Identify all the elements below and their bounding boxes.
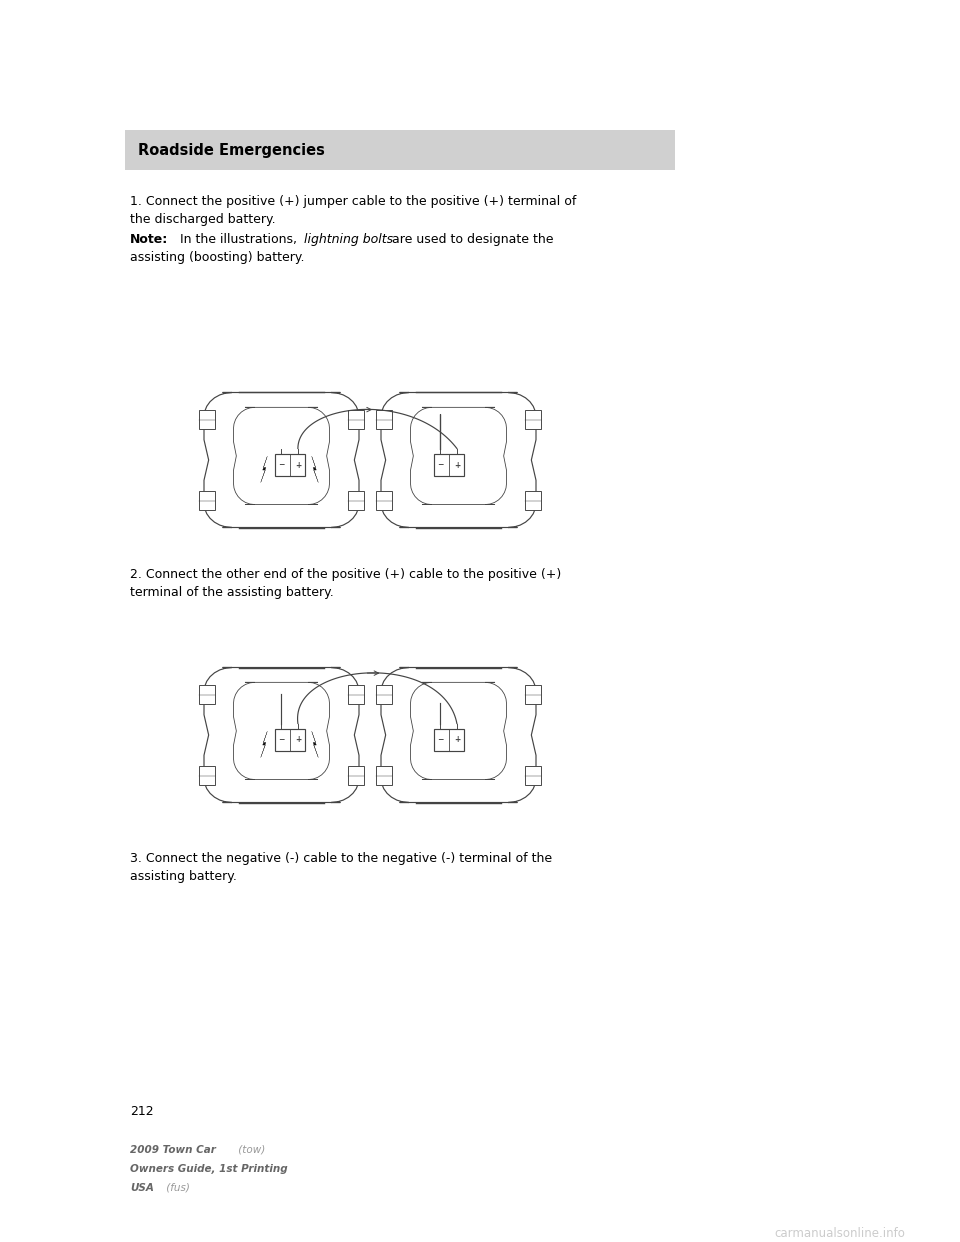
Polygon shape xyxy=(312,456,319,482)
Text: Owners Guide, 1st Printing: Owners Guide, 1st Printing xyxy=(130,1164,288,1174)
Text: +: + xyxy=(454,735,460,744)
Text: terminal of the assisting battery.: terminal of the assisting battery. xyxy=(130,586,334,599)
Text: In the illustrations,: In the illustrations, xyxy=(176,233,301,246)
Bar xyxy=(348,766,364,785)
Bar xyxy=(376,491,392,510)
Bar xyxy=(376,410,392,428)
Text: −: − xyxy=(277,461,284,469)
Text: (tow): (tow) xyxy=(235,1145,265,1155)
Text: 212: 212 xyxy=(130,1105,154,1118)
Text: −: − xyxy=(437,461,444,469)
Bar xyxy=(200,410,215,428)
Text: carmanualsonline.info: carmanualsonline.info xyxy=(774,1227,905,1240)
Bar xyxy=(434,729,464,751)
Text: USA: USA xyxy=(130,1182,154,1194)
Bar xyxy=(348,686,364,704)
Text: are used to designate the: are used to designate the xyxy=(388,233,554,246)
Polygon shape xyxy=(261,732,267,758)
Bar xyxy=(376,686,392,704)
Bar xyxy=(348,491,364,510)
Bar xyxy=(275,729,304,751)
Text: 2009 Town Car: 2009 Town Car xyxy=(130,1145,216,1155)
Bar xyxy=(525,491,540,510)
Text: 2. Connect the other end of the positive (+) cable to the positive (+): 2. Connect the other end of the positive… xyxy=(130,568,562,581)
Text: −: − xyxy=(437,735,444,744)
Bar xyxy=(200,491,215,510)
Text: (fus): (fus) xyxy=(163,1182,190,1194)
Text: +: + xyxy=(454,461,460,469)
Bar xyxy=(200,766,215,785)
Text: assisting (boosting) battery.: assisting (boosting) battery. xyxy=(130,251,304,265)
Bar xyxy=(376,766,392,785)
Text: 3. Connect the negative (-) cable to the negative (-) terminal of the: 3. Connect the negative (-) cable to the… xyxy=(130,852,552,864)
Polygon shape xyxy=(261,456,267,482)
Text: +: + xyxy=(295,735,301,744)
Text: −: − xyxy=(277,735,284,744)
Bar xyxy=(525,766,540,785)
Text: +: + xyxy=(295,461,301,469)
Text: lightning bolts: lightning bolts xyxy=(304,233,394,246)
Polygon shape xyxy=(312,732,319,758)
Text: 1. Connect the positive (+) jumper cable to the positive (+) terminal of: 1. Connect the positive (+) jumper cable… xyxy=(130,195,576,207)
Bar xyxy=(525,410,540,428)
Text: the discharged battery.: the discharged battery. xyxy=(130,212,276,226)
Bar xyxy=(434,455,464,476)
Bar xyxy=(525,686,540,704)
Text: assisting battery.: assisting battery. xyxy=(130,869,237,883)
Bar xyxy=(125,130,675,170)
Bar xyxy=(200,686,215,704)
Text: Note:: Note: xyxy=(130,233,168,246)
Bar xyxy=(348,410,364,428)
Text: Roadside Emergencies: Roadside Emergencies xyxy=(138,143,324,158)
Bar xyxy=(275,455,304,476)
